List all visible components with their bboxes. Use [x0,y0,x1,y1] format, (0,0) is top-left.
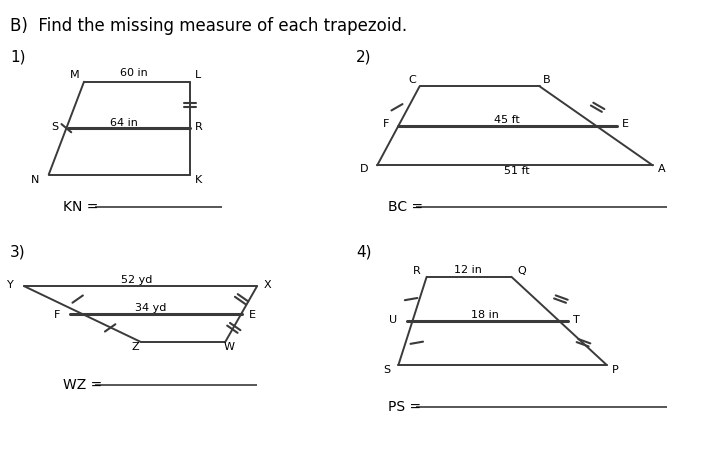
Text: C: C [408,75,416,86]
Text: 64 in: 64 in [110,118,138,127]
Text: Q: Q [517,266,526,276]
Text: F: F [54,310,61,320]
Text: 52 yd: 52 yd [121,274,152,285]
Text: 60 in: 60 in [120,68,147,78]
Text: B)  Find the missing measure of each trapezoid.: B) Find the missing measure of each trap… [10,17,407,35]
Text: Y: Y [7,280,14,290]
Text: X: X [264,280,272,290]
Text: E: E [622,119,629,129]
Text: K: K [195,175,202,185]
Text: W: W [224,343,234,352]
Text: S: S [51,122,58,132]
Text: A: A [659,164,666,173]
Text: F: F [383,119,389,129]
Text: M: M [70,70,79,80]
Text: B: B [543,75,551,86]
Text: T: T [573,314,580,324]
Text: 34 yd: 34 yd [135,303,167,313]
Text: R: R [195,122,203,132]
Text: L: L [195,70,201,80]
Text: 3): 3) [10,244,26,259]
Text: 12 in: 12 in [454,265,481,275]
Text: WZ =: WZ = [63,377,102,392]
Text: KN =: KN = [63,200,98,214]
Text: E: E [248,310,256,320]
Text: R: R [413,266,421,276]
Text: 18 in: 18 in [471,310,498,320]
Text: S: S [383,365,390,375]
Text: BC =: BC = [388,200,423,214]
Text: 45 ft: 45 ft [493,115,519,125]
Text: PS =: PS = [388,400,421,414]
Text: 1): 1) [10,49,26,64]
Text: 2): 2) [356,49,372,64]
Text: Z: Z [132,343,140,352]
Text: U: U [389,314,397,324]
Text: 4): 4) [356,244,372,259]
Text: P: P [612,365,619,375]
Text: N: N [31,175,39,185]
Text: 51 ft: 51 ft [504,166,530,176]
Text: D: D [360,164,369,173]
